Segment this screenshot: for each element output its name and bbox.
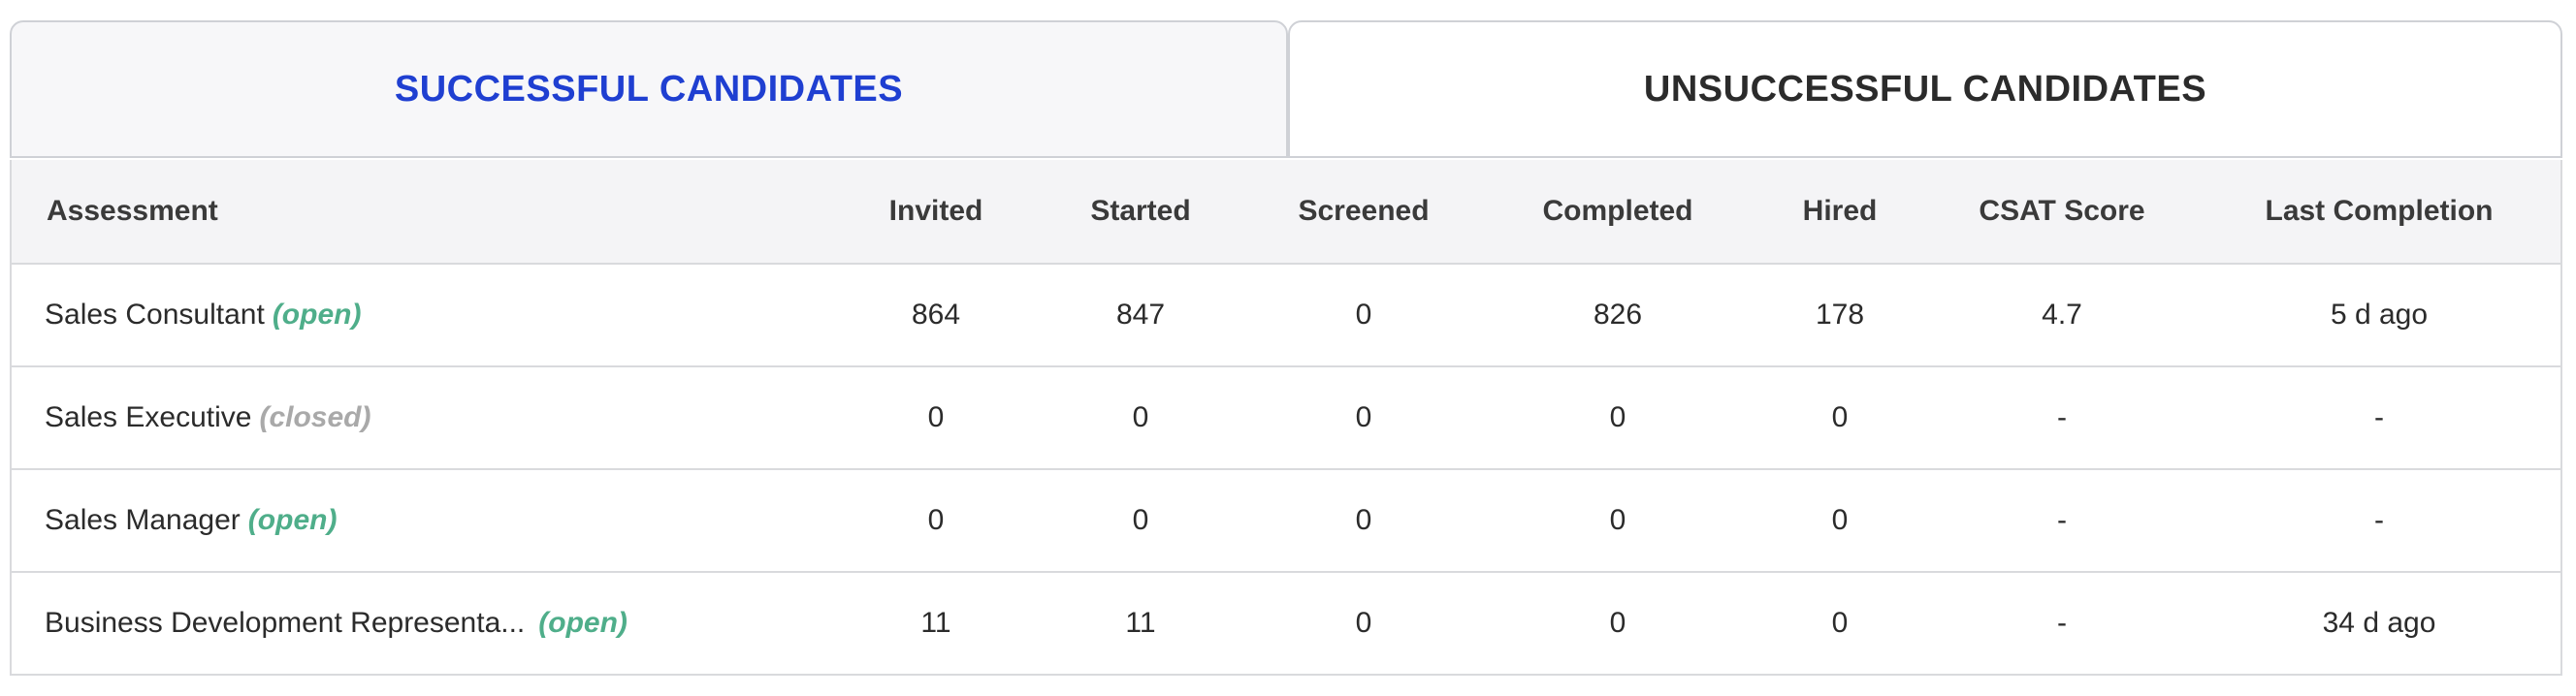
- csat-score-value: -: [2057, 504, 2067, 536]
- assessment-name-cell: Sales Consultant (open): [45, 265, 361, 365]
- candidates-panel: SUCCESSFUL CANDIDATES UNSUCCESSFUL CANDI…: [10, 20, 2562, 676]
- assessment-name-link[interactable]: Sales Consultant: [45, 299, 265, 331]
- tab-unsuccessful-candidates[interactable]: UNSUCCESSFUL CANDIDATES: [1288, 20, 2562, 158]
- tab-successful-candidates[interactable]: SUCCESSFUL CANDIDATES: [10, 20, 1288, 158]
- header-last-completion: Last Completion: [2265, 195, 2494, 227]
- screened-value: 0: [1355, 299, 1372, 331]
- header-hired: Hired: [1802, 195, 1878, 227]
- table-row: Sales Executive (closed) 0 0 0 0 0 - -: [12, 367, 2560, 470]
- started-value: 0: [1132, 504, 1149, 536]
- hired-value: 0: [1831, 401, 1849, 433]
- csat-score-value: -: [2057, 607, 2067, 639]
- assessment-table: Assessment Invited Started Screened Comp…: [10, 160, 2562, 676]
- started-value: 11: [1125, 607, 1156, 639]
- last-completion-value: 34 d ago: [2322, 607, 2436, 639]
- csat-score-value: -: [2057, 401, 2067, 433]
- started-value: 0: [1132, 401, 1149, 433]
- header-completed: Completed: [1542, 195, 1693, 227]
- invited-value: 11: [920, 607, 951, 639]
- invited-value: 0: [927, 401, 945, 433]
- assessment-name-cell: Business Development Representa... (open…: [45, 573, 628, 674]
- started-value: 847: [1115, 299, 1166, 331]
- invited-value: 0: [927, 504, 945, 536]
- header-assessment: Assessment: [47, 195, 218, 227]
- last-completion-value: 5 d ago: [2330, 299, 2429, 331]
- tab-bar: SUCCESSFUL CANDIDATES UNSUCCESSFUL CANDI…: [10, 20, 2562, 160]
- screened-value: 0: [1355, 504, 1372, 536]
- screened-value: 0: [1355, 607, 1372, 639]
- header-invited: Invited: [888, 195, 983, 227]
- assessment-name-cell: Sales Manager (open): [45, 470, 337, 571]
- hired-value: 0: [1831, 607, 1849, 639]
- hired-value: 0: [1831, 504, 1849, 536]
- assessment-name-link[interactable]: Sales Manager: [45, 504, 241, 536]
- last-completion-value: -: [2374, 504, 2384, 536]
- completed-value: 0: [1609, 504, 1626, 536]
- header-screened: Screened: [1298, 195, 1430, 227]
- header-csat-score: CSAT Score: [1979, 195, 2145, 227]
- completed-value: 826: [1593, 299, 1643, 331]
- hired-value: 178: [1815, 299, 1865, 331]
- invited-value: 864: [911, 299, 961, 331]
- table-row: Sales Consultant (open) 864 847 0 826 17…: [12, 265, 2560, 367]
- screened-value: 0: [1355, 401, 1372, 433]
- table-row: Sales Manager (open) 0 0 0 0 0 - -: [12, 470, 2560, 573]
- table-header-row: Assessment Invited Started Screened Comp…: [12, 160, 2560, 265]
- table-row: Business Development Representa... (open…: [12, 573, 2560, 676]
- assessment-name-link[interactable]: Sales Executive: [45, 401, 252, 433]
- completed-value: 0: [1609, 401, 1626, 433]
- csat-score-value: 4.7: [2042, 299, 2082, 331]
- last-completion-value: -: [2374, 401, 2384, 433]
- status-badge: (open): [538, 607, 628, 639]
- status-badge: (closed): [259, 401, 371, 433]
- header-started: Started: [1090, 195, 1191, 227]
- completed-value: 0: [1609, 607, 1626, 639]
- status-badge: (open): [247, 504, 338, 536]
- status-badge: (open): [272, 299, 362, 331]
- assessment-name-cell: Sales Executive (closed): [45, 367, 370, 468]
- assessment-name-link[interactable]: Business Development Representa...: [45, 607, 526, 639]
